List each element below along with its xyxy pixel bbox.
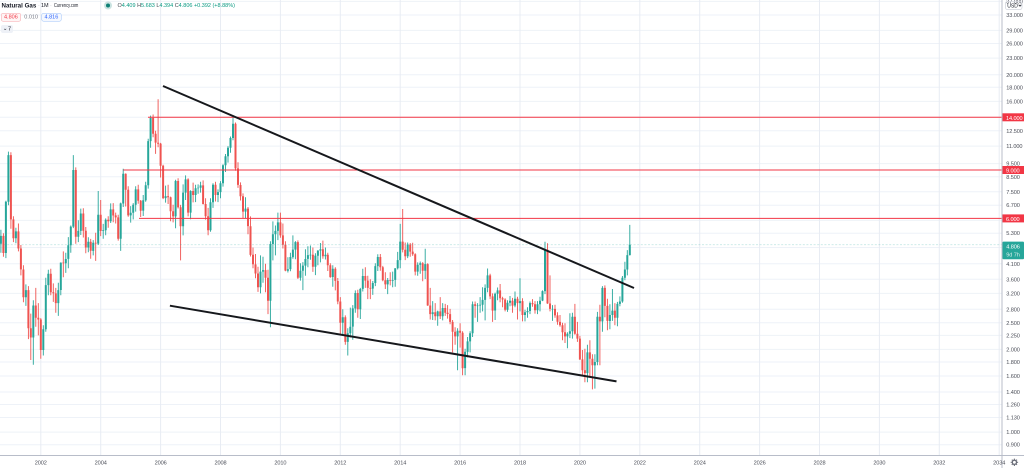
svg-text:2026: 2026 bbox=[754, 461, 766, 467]
svg-text:9.500: 9.500 bbox=[1006, 162, 1020, 168]
svg-text:2012: 2012 bbox=[334, 461, 346, 467]
svg-text:5.300: 5.300 bbox=[1006, 231, 1020, 237]
svg-text:2032: 2032 bbox=[933, 461, 945, 467]
svg-text:2030: 2030 bbox=[873, 461, 885, 467]
svg-text:6.000: 6.000 bbox=[1006, 217, 1020, 223]
svg-text:11.000: 11.000 bbox=[1006, 144, 1022, 150]
svg-text:2022: 2022 bbox=[634, 461, 646, 467]
svg-text:USD: USD bbox=[1007, 4, 1018, 10]
svg-text:2006: 2006 bbox=[155, 461, 167, 467]
svg-text:29.000: 29.000 bbox=[1006, 28, 1023, 34]
svg-text:7.500: 7.500 bbox=[1006, 190, 1020, 196]
svg-text:12.500: 12.500 bbox=[1006, 129, 1023, 135]
svg-text:1.800: 1.800 bbox=[1006, 360, 1020, 366]
svg-text:16.000: 16.000 bbox=[1006, 99, 1023, 105]
svg-text:2024: 2024 bbox=[694, 461, 706, 467]
svg-text:2028: 2028 bbox=[813, 461, 825, 467]
svg-text:2018: 2018 bbox=[514, 461, 526, 467]
svg-text:20.000: 20.000 bbox=[1006, 73, 1023, 79]
svg-text:33.000: 33.000 bbox=[1006, 13, 1023, 19]
svg-text:8.500: 8.500 bbox=[1006, 175, 1020, 181]
svg-text:14.000: 14.000 bbox=[1006, 116, 1023, 122]
svg-text:1.600: 1.600 bbox=[1006, 374, 1020, 380]
svg-text:1.130: 1.130 bbox=[1006, 416, 1020, 422]
svg-text:2002: 2002 bbox=[35, 461, 47, 467]
svg-text:2.250: 2.250 bbox=[1006, 333, 1020, 339]
svg-text:37.000: 37.000 bbox=[1006, 0, 1023, 5]
svg-text:3.600: 3.600 bbox=[1006, 277, 1020, 283]
svg-text:2.800: 2.800 bbox=[1006, 307, 1020, 313]
svg-text:26.000: 26.000 bbox=[1006, 42, 1023, 48]
svg-text:9.000: 9.000 bbox=[1006, 169, 1020, 175]
svg-text:9d 7h: 9d 7h bbox=[1006, 252, 1020, 258]
svg-text:2034: 2034 bbox=[993, 461, 1005, 467]
svg-text:18.000: 18.000 bbox=[1006, 85, 1023, 91]
svg-text:2004: 2004 bbox=[95, 461, 107, 467]
svg-text:1.260: 1.260 bbox=[1006, 403, 1020, 409]
svg-text:2008: 2008 bbox=[214, 461, 226, 467]
svg-text:23.000: 23.000 bbox=[1006, 56, 1023, 62]
svg-text:2010: 2010 bbox=[274, 461, 286, 467]
svg-text:3.200: 3.200 bbox=[1006, 291, 1020, 297]
svg-text:0.900: 0.900 bbox=[1006, 443, 1020, 449]
svg-text:2016: 2016 bbox=[454, 461, 466, 467]
svg-text:1.000: 1.000 bbox=[1006, 430, 1020, 436]
svg-text:1.400: 1.400 bbox=[1006, 390, 1020, 396]
svg-text:6.700: 6.700 bbox=[1006, 203, 1020, 209]
svg-text:2014: 2014 bbox=[394, 461, 406, 467]
svg-text:4.806: 4.806 bbox=[1006, 245, 1020, 251]
svg-text:2020: 2020 bbox=[574, 461, 586, 467]
svg-text:4.100: 4.100 bbox=[1006, 262, 1020, 268]
svg-text:2.500: 2.500 bbox=[1006, 321, 1020, 327]
svg-text:2.000: 2.000 bbox=[1006, 347, 1020, 353]
